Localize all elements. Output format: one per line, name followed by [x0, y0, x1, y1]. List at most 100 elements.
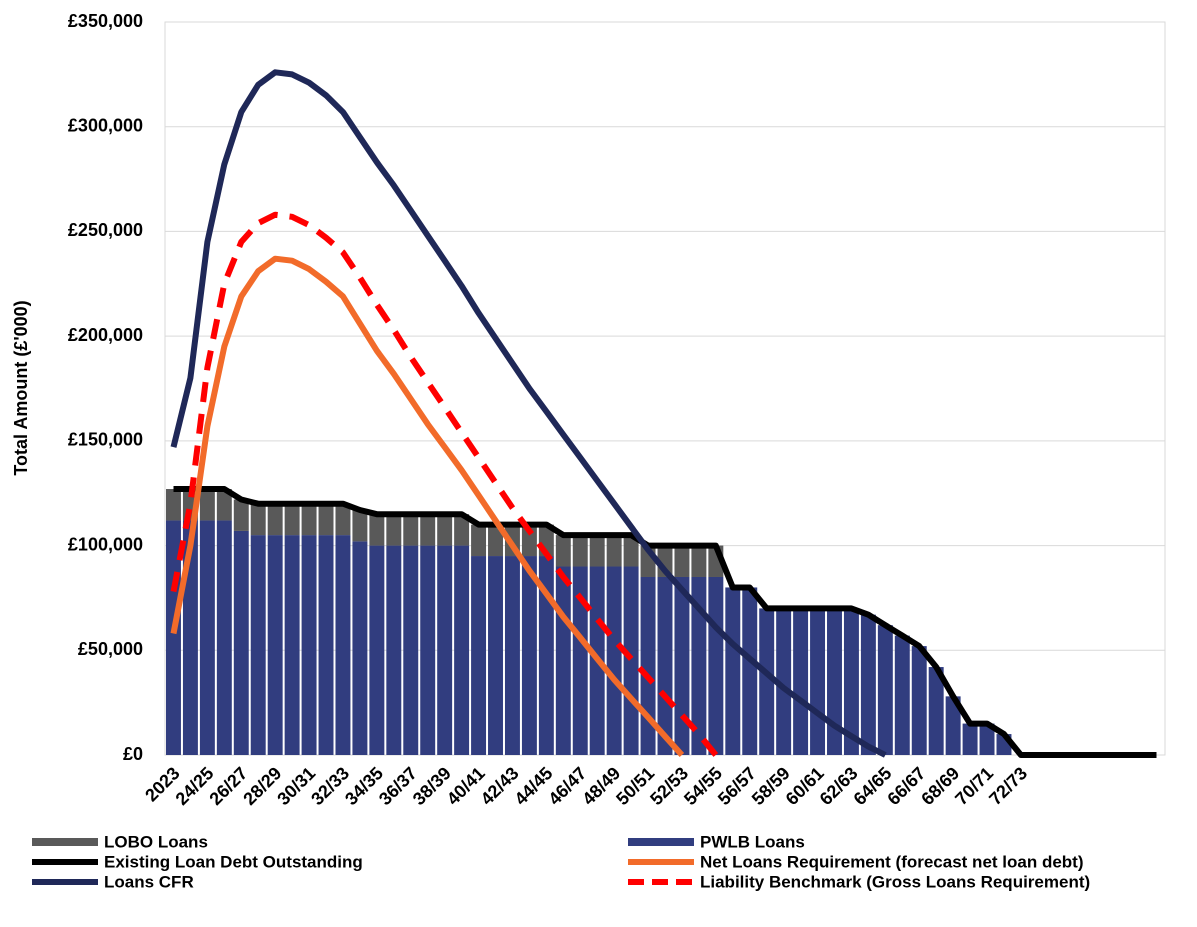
bar — [488, 556, 503, 755]
bar — [454, 545, 470, 755]
y-tick-label: £300,000 — [68, 115, 143, 135]
bar — [691, 576, 707, 755]
bar — [657, 576, 673, 755]
x-tick-label: 58/59 — [748, 763, 794, 809]
bar — [267, 535, 283, 755]
bar — [572, 535, 588, 567]
x-tick-label: 54/55 — [680, 763, 726, 809]
bar — [877, 625, 893, 755]
bar — [352, 541, 368, 755]
x-tick-label: 66/67 — [883, 763, 929, 809]
bar — [674, 545, 690, 577]
x-tick-label: 32/33 — [307, 763, 353, 809]
bar — [369, 545, 385, 755]
bar — [640, 576, 656, 755]
bar — [606, 535, 622, 567]
bar — [437, 545, 453, 755]
y-axis-title: Total Amount (£'000) — [11, 300, 31, 475]
x-tick-label: 44/45 — [511, 763, 557, 809]
bar — [318, 503, 334, 536]
bar — [623, 566, 639, 755]
y-tick-label: £250,000 — [68, 220, 143, 240]
x-tick-label: 28/29 — [239, 763, 285, 809]
bar — [352, 509, 368, 542]
bar — [979, 723, 995, 755]
bar — [860, 614, 876, 755]
bar — [284, 503, 300, 536]
bar — [572, 566, 588, 755]
bar — [555, 566, 571, 755]
bar — [166, 489, 181, 521]
x-tick-label: 36/37 — [375, 763, 421, 809]
bar — [284, 535, 300, 755]
bar — [504, 556, 520, 755]
bar — [555, 535, 571, 567]
x-tick-label: 40/41 — [443, 763, 489, 809]
x-tick-label: 52/53 — [646, 763, 692, 809]
y-tick-label: £200,000 — [68, 325, 143, 345]
bar — [437, 514, 453, 546]
y-tick-label: £0 — [123, 744, 143, 764]
bar — [403, 545, 419, 755]
bar — [945, 696, 961, 755]
bar — [928, 667, 944, 755]
x-tick-label: 64/65 — [850, 763, 896, 809]
bar — [250, 535, 266, 755]
bar — [894, 635, 910, 755]
bar — [318, 535, 334, 755]
x-tick-label: 26/27 — [205, 763, 251, 809]
legend-label: Liability Benchmark (Gross Loans Require… — [700, 872, 1090, 891]
y-tick-label: £50,000 — [78, 639, 143, 659]
x-tick-label: 24/25 — [172, 763, 218, 809]
x-tick-label: 56/57 — [714, 763, 760, 809]
bar — [742, 587, 758, 755]
bar — [267, 503, 283, 536]
bar — [589, 535, 605, 567]
bar — [521, 556, 537, 755]
legend-label: Existing Loan Debt Outstanding — [104, 852, 363, 871]
bar — [369, 514, 385, 546]
bar — [471, 524, 487, 557]
x-tick-label: 62/63 — [816, 763, 862, 809]
x-tick-label: 70/71 — [951, 763, 997, 809]
x-tick-label: 38/39 — [409, 763, 455, 809]
bar — [623, 535, 639, 567]
legend-label: Loans CFR — [104, 872, 194, 891]
legend-label: LOBO Loans — [104, 832, 208, 851]
x-tick-label: 46/47 — [544, 763, 590, 809]
legend-label: PWLB Loans — [700, 832, 805, 851]
bar — [911, 646, 927, 755]
bar — [471, 556, 487, 755]
x-tick-label: 72/73 — [985, 763, 1031, 809]
bar — [454, 514, 470, 546]
x-tick-label: 50/51 — [612, 763, 658, 809]
bar — [810, 608, 826, 755]
bar — [674, 576, 690, 755]
bar — [538, 556, 554, 755]
y-tick-label: £100,000 — [68, 534, 143, 554]
bar — [199, 489, 215, 521]
bar — [776, 608, 792, 755]
bar — [962, 723, 978, 755]
bar — [386, 545, 402, 755]
bar — [386, 514, 402, 546]
bar — [403, 514, 419, 546]
bar — [301, 535, 317, 755]
x-tick-label: 60/61 — [782, 763, 828, 809]
bar — [301, 503, 317, 536]
line — [170, 69, 887, 758]
bar — [335, 535, 351, 755]
x-tick-label: 30/31 — [273, 763, 319, 809]
bar — [335, 503, 351, 536]
x-tick-label: 48/49 — [578, 763, 624, 809]
bar — [725, 587, 741, 755]
bar — [420, 545, 436, 755]
line — [170, 211, 719, 757]
bar — [488, 524, 503, 557]
y-tick-label: £350,000 — [68, 11, 143, 31]
bar — [759, 608, 775, 755]
bar — [250, 503, 266, 536]
bar — [606, 566, 622, 755]
bar — [843, 608, 859, 755]
bar — [199, 520, 215, 755]
